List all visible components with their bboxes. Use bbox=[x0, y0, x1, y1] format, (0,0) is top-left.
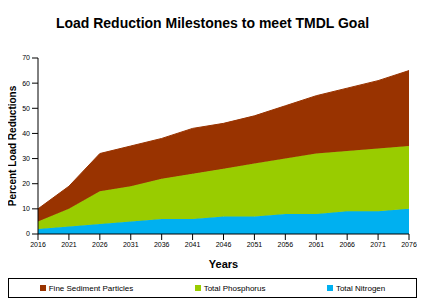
html-text:Total Nitrogen: Total Nitrogen bbox=[335, 283, 386, 293]
svg-text:30: 30 bbox=[22, 155, 30, 162]
svg-text:2076: 2076 bbox=[401, 241, 417, 248]
svg-text:10: 10 bbox=[22, 205, 30, 212]
html-text:Fine Sediment Particles: Fine Sediment Particles bbox=[48, 283, 134, 293]
svg-text:2051: 2051 bbox=[247, 241, 263, 248]
svg-text:0: 0 bbox=[26, 230, 30, 237]
svg-text:50: 50 bbox=[22, 105, 30, 112]
svg-text:2056: 2056 bbox=[278, 241, 294, 248]
svg-text:2041: 2041 bbox=[185, 241, 201, 248]
svg-text:20: 20 bbox=[22, 180, 30, 187]
svg-text:Percent Load Reductions: Percent Load Reductions bbox=[8, 85, 18, 206]
html-text:Total Phosphorus: Total Phosphorus bbox=[203, 283, 266, 293]
svg-text:2046: 2046 bbox=[216, 241, 232, 248]
svg-text:Years: Years bbox=[209, 258, 238, 270]
svg-text:2026: 2026 bbox=[92, 241, 108, 248]
svg-text:2036: 2036 bbox=[154, 241, 170, 248]
svg-text:2016: 2016 bbox=[30, 241, 46, 248]
svg-text:2071: 2071 bbox=[370, 241, 386, 248]
svg-text:2061: 2061 bbox=[308, 241, 324, 248]
svg-text:2031: 2031 bbox=[123, 241, 139, 248]
svg-text:70: 70 bbox=[22, 54, 30, 61]
html-text:Load Reduction Milestones to m: Load Reduction Milestones to meet TMDL G… bbox=[55, 15, 370, 31]
svg-text:60: 60 bbox=[22, 80, 30, 87]
svg-text:2021: 2021 bbox=[61, 241, 77, 248]
svg-text:40: 40 bbox=[22, 130, 30, 137]
svg-text:2066: 2066 bbox=[339, 241, 355, 248]
